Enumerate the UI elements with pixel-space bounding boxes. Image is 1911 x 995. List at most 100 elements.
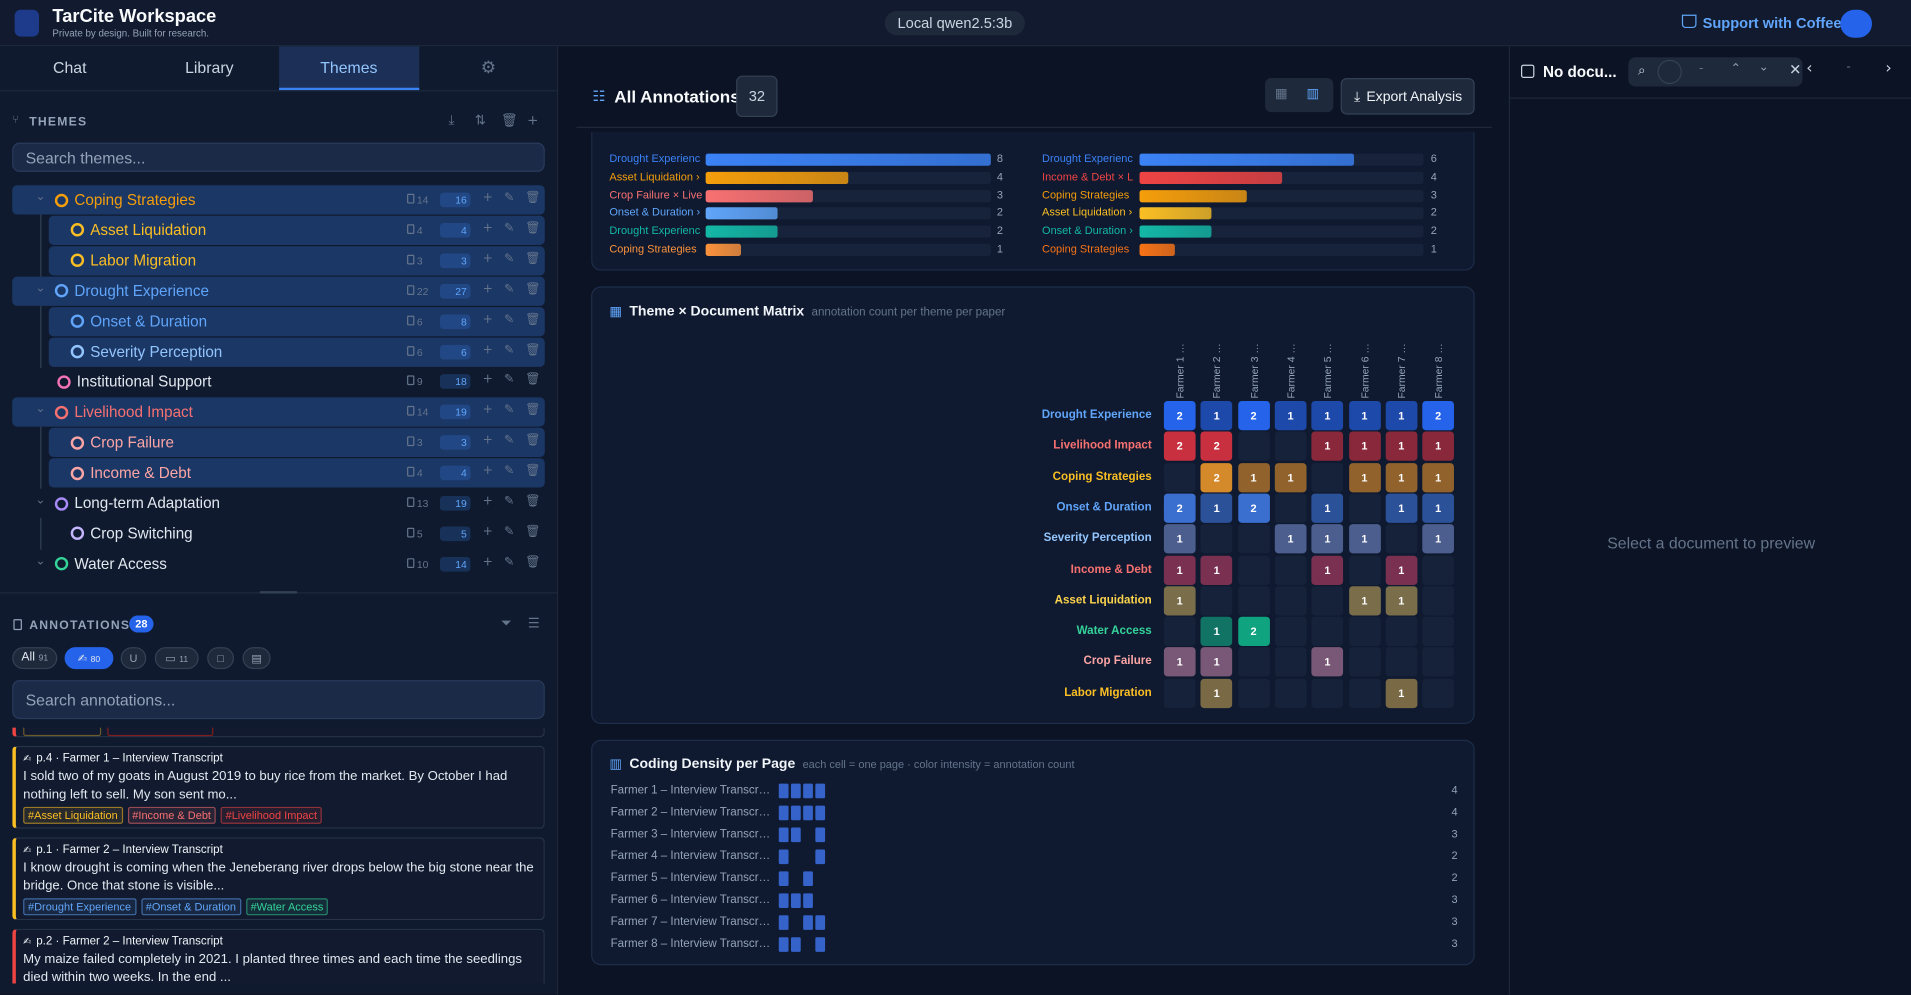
matrix-cell[interactable]: 2 [1163, 493, 1196, 523]
settings-tab[interactable]: ⚙ [480, 58, 497, 79]
matrix-cell[interactable]: 1 [1200, 616, 1233, 647]
theme-action[interactable]: 🗑 [525, 221, 541, 236]
theme-row[interactable] [12, 397, 545, 427]
matrix-cell[interactable]: 1 [1237, 462, 1270, 492]
page-cell[interactable] [778, 827, 789, 843]
tab[interactable]: Library [185, 58, 234, 77]
matrix-cell[interactable]: 1 [1348, 462, 1381, 492]
tag[interactable]: #Drought Experience [23, 898, 136, 916]
theme-action[interactable]: + [482, 494, 493, 509]
matrix-cell[interactable]: 1 [1385, 462, 1418, 492]
matrix-cell[interactable]: 1 [1422, 524, 1455, 554]
matrix-cell[interactable]: 1 [1311, 524, 1344, 554]
tag[interactable]: #Water Access [245, 898, 329, 916]
prev-match[interactable]: - [1698, 62, 1704, 76]
theme-action[interactable]: + [482, 312, 493, 327]
matrix-cell[interactable]: 1 [1385, 555, 1418, 585]
theme-action[interactable]: 🗑 [525, 252, 541, 266]
matrix-cell[interactable]: 1 [1200, 678, 1233, 708]
page-cell[interactable] [778, 915, 789, 930]
matrix-cell[interactable]: 2 [1200, 431, 1233, 462]
theme-action[interactable]: 🗑 [525, 464, 541, 478]
matrix-cell[interactable]: 1 [1422, 493, 1455, 523]
page-cell[interactable] [790, 827, 801, 843]
theme-action[interactable]: ✎ [503, 252, 515, 266]
matrix-cell[interactable]: 2 [1163, 431, 1196, 462]
page-cell[interactable] [778, 937, 789, 952]
up[interactable]: ⌃ [1730, 62, 1741, 76]
matrix-cell[interactable]: 1 [1163, 555, 1196, 585]
matrix-cell[interactable]: 1 [1274, 524, 1307, 554]
support-link[interactable]: Support with Coffee [1702, 14, 1842, 32]
matrix-cell[interactable]: 1 [1163, 524, 1196, 554]
filter-chip[interactable]: U [120, 647, 147, 670]
filter-chip[interactable]: ▭ 11 [154, 647, 199, 670]
tag[interactable]: #Livelihood Impact [220, 806, 322, 824]
filter-icon[interactable]: ⏷ [500, 615, 512, 632]
theme-action[interactable]: + [482, 403, 493, 418]
page-cell[interactable] [803, 827, 813, 843]
theme-action[interactable]: 🗑 [525, 555, 541, 569]
theme-action[interactable]: + [482, 555, 493, 569]
theme-action[interactable]: 🗑 [525, 373, 541, 387]
theme-action[interactable]: 🗑 [525, 525, 541, 539]
page-cell[interactable] [803, 849, 813, 865]
matrix-cell[interactable]: 1 [1311, 555, 1344, 585]
page-cell[interactable] [815, 827, 826, 843]
annotation-card[interactable]: ✍ p.2 · Farmer 2 – Interview Transcript My… [12, 928, 545, 984]
close[interactable]: ✕ [1789, 60, 1802, 78]
matrix-cell[interactable]: 1 [1274, 462, 1307, 492]
tag[interactable]: #Onset & Duration [140, 898, 241, 916]
matrix-cell[interactable]: 1 [1422, 431, 1455, 462]
matrix-cell[interactable]: 1 [1163, 647, 1196, 677]
annotation-card[interactable]: ✍ p.4 · Farmer 1 – Interview Transcript I … [12, 745, 545, 829]
theme-action[interactable]: ✎ [503, 221, 515, 236]
matrix-cell[interactable]: 1 [1311, 431, 1344, 462]
theme-action[interactable]: 🗑 [525, 312, 541, 327]
theme-action[interactable]: + [482, 434, 493, 448]
themes-action[interactable]: ⤓ [448, 112, 455, 128]
search-field[interactable] [1657, 59, 1682, 85]
theme-action[interactable]: ✎ [503, 555, 515, 569]
annotation-search[interactable]: Search annotations... [12, 680, 545, 720]
theme-action[interactable]: 🗑 [525, 191, 541, 205]
page-cell[interactable] [803, 915, 813, 930]
theme-row[interactable] [48, 458, 545, 488]
tag[interactable]: #Income & Debt [127, 806, 216, 824]
page-cell[interactable] [790, 805, 801, 821]
theme-action[interactable]: 🗑 [525, 343, 541, 357]
theme-action[interactable]: ✎ [503, 525, 515, 539]
filter-chip[interactable]: All 91 [12, 647, 58, 670]
themes-action[interactable]: ⇅ [474, 112, 486, 128]
matrix-cell[interactable]: 2 [1163, 400, 1196, 431]
matrix-cell[interactable]: 1 [1385, 678, 1418, 708]
page-cell[interactable] [778, 849, 789, 865]
theme-action[interactable]: ✎ [503, 312, 515, 327]
page-next[interactable]: › [1885, 59, 1892, 78]
page-cell[interactable] [803, 937, 813, 952]
theme-action[interactable]: + [482, 464, 493, 478]
matrix-cell[interactable]: 1 [1200, 400, 1233, 431]
theme-action[interactable]: + [482, 343, 493, 357]
page-cell[interactable] [790, 893, 801, 908]
model-pill[interactable]: Local qwen2.5:3b [884, 10, 1025, 36]
page-cell[interactable] [790, 915, 801, 930]
page-cell[interactable] [803, 805, 813, 821]
theme-action[interactable]: + [482, 252, 493, 266]
matrix-cell[interactable]: 1 [1200, 493, 1233, 523]
matrix-cell[interactable]: 2 [1237, 616, 1270, 647]
matrix-cell[interactable]: 1 [1311, 400, 1344, 431]
page-prev[interactable]: ‹ [1806, 59, 1813, 78]
page-cell[interactable] [815, 849, 826, 865]
filter-chip[interactable]: ✍ 80 [64, 647, 114, 670]
matrix-cell[interactable]: 1 [1348, 585, 1381, 616]
page-cell[interactable] [815, 805, 826, 821]
filter-chip[interactable]: ▤ [242, 647, 271, 670]
theme-row[interactable] [48, 306, 545, 336]
page-cell[interactable] [815, 871, 826, 887]
page-cell[interactable] [815, 783, 826, 799]
theme-action[interactable]: + [482, 282, 493, 296]
matrix-cell[interactable]: 1 [1385, 400, 1418, 431]
theme-toggle[interactable] [1840, 9, 1872, 38]
matrix-cell[interactable]: 1 [1385, 585, 1418, 616]
